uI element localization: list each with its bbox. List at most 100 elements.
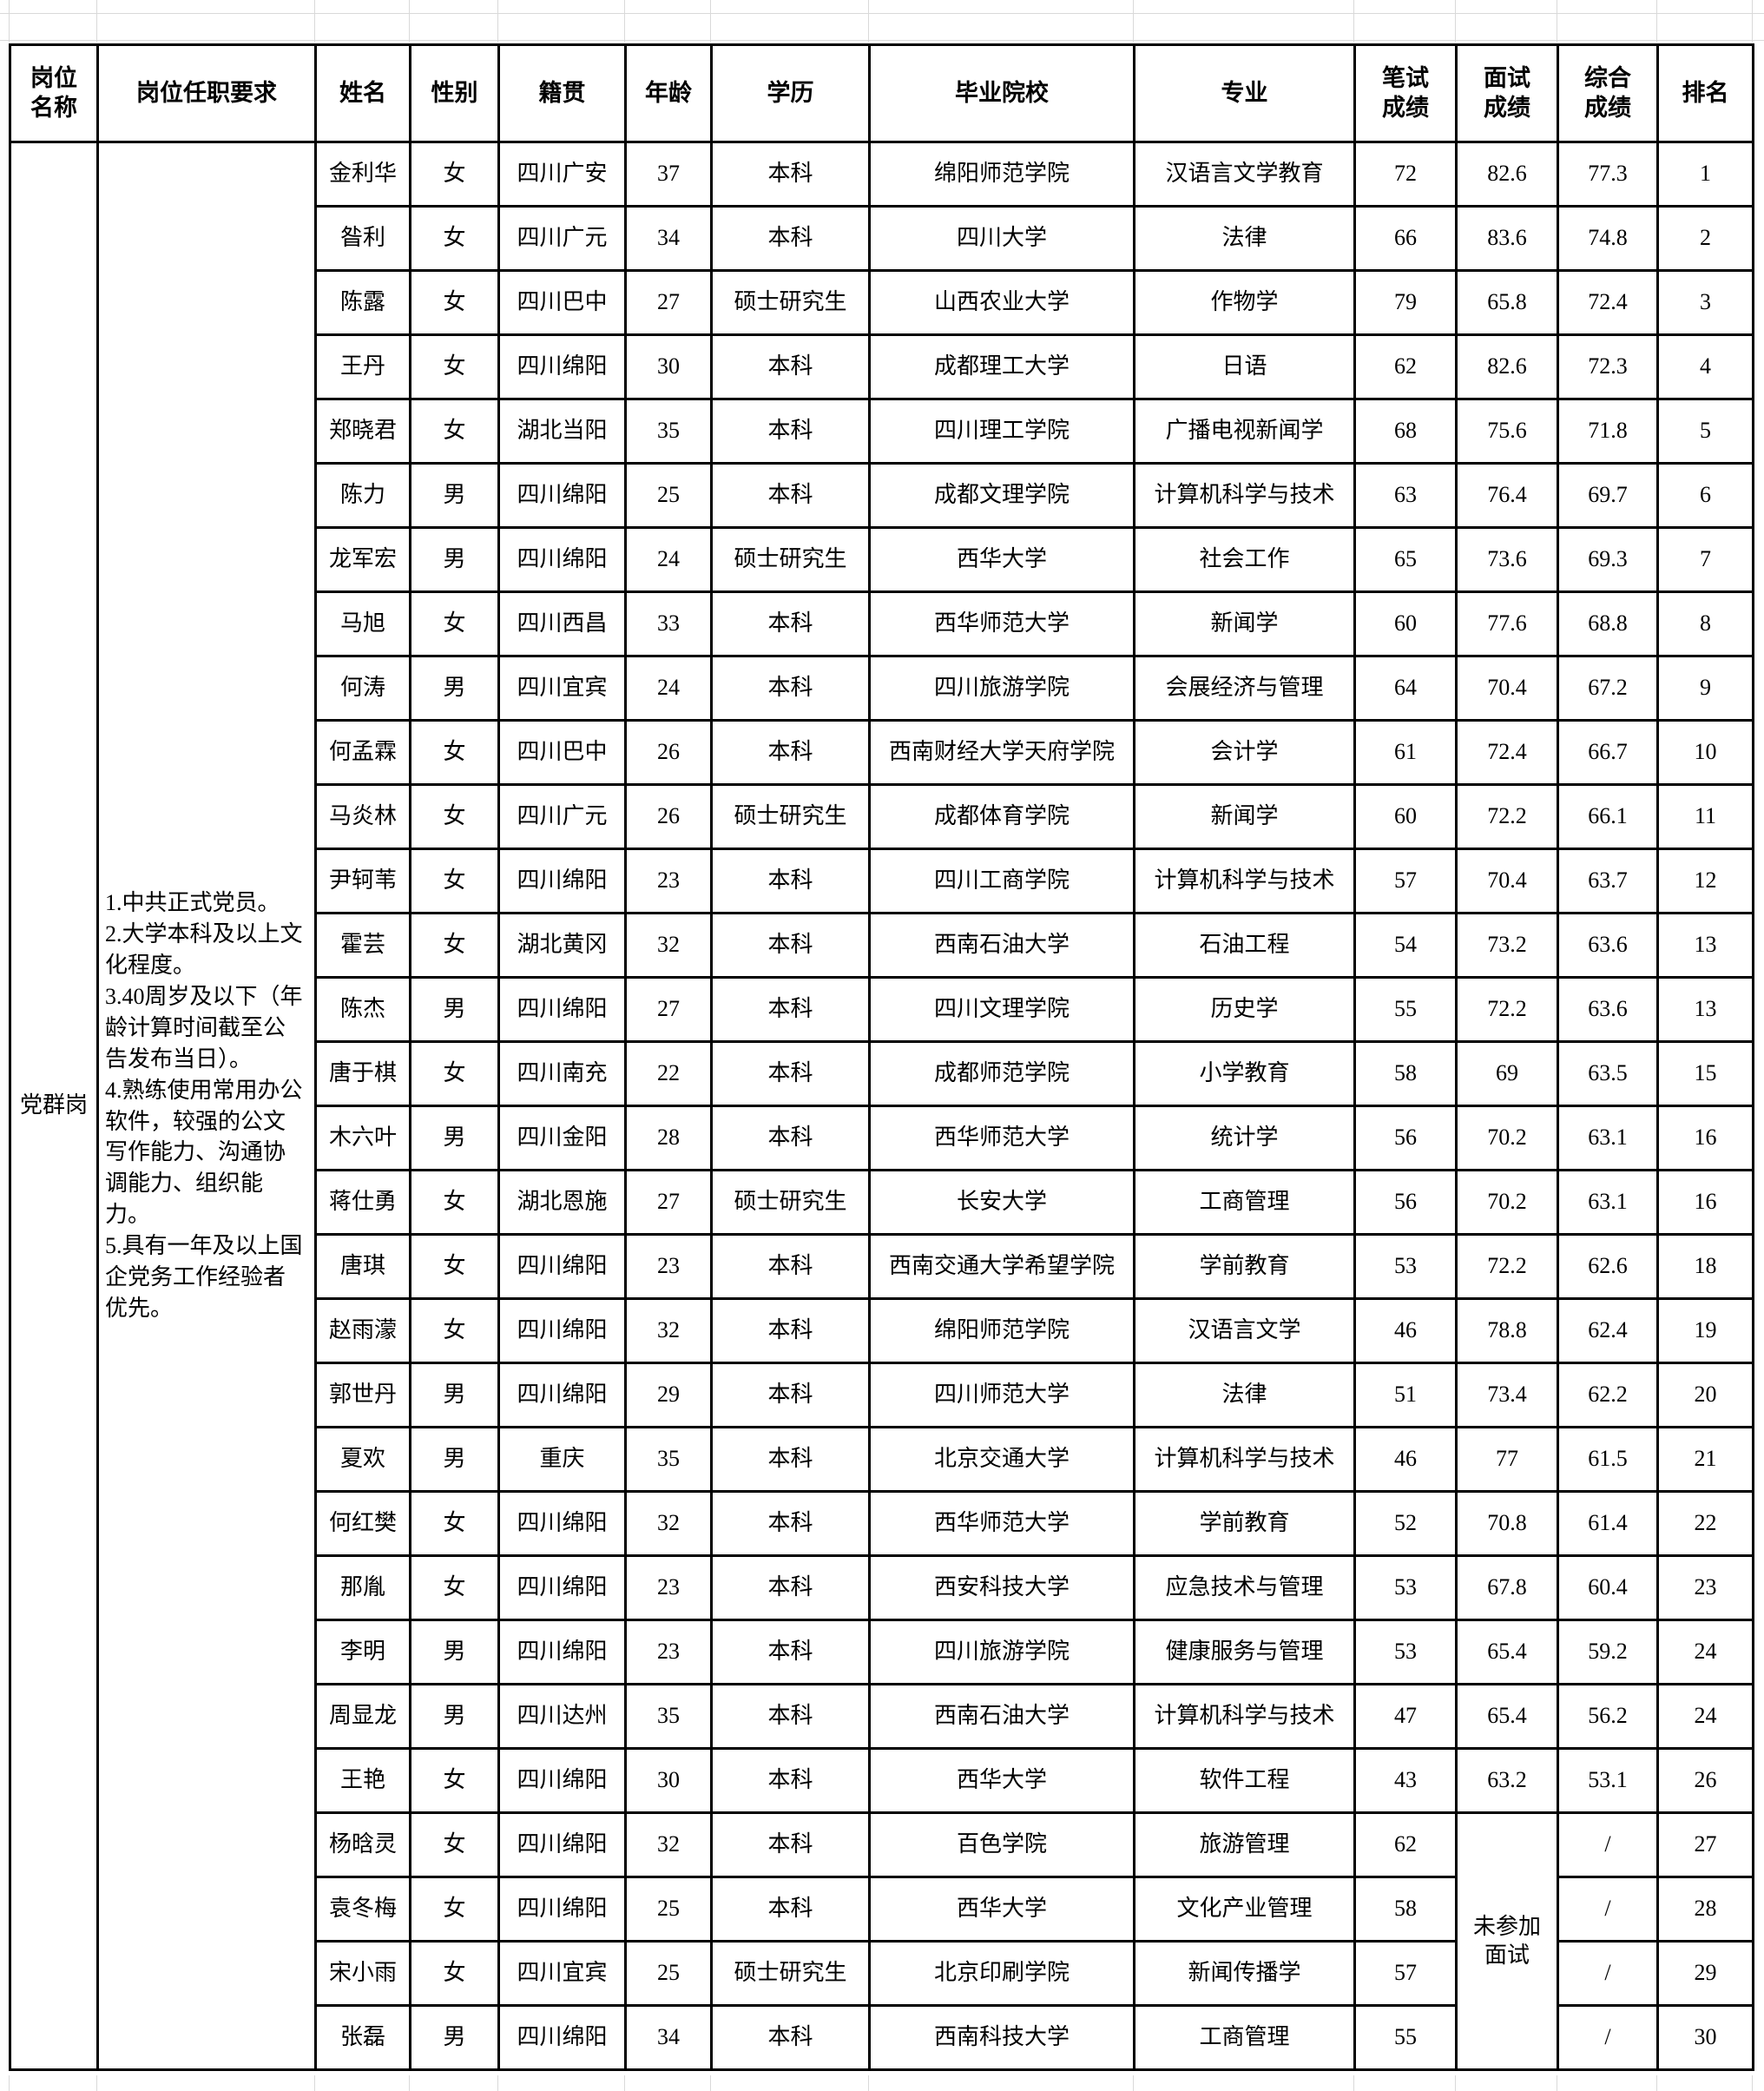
age-cell: 34	[624, 205, 713, 272]
school-cell: 山西农业大学	[868, 269, 1135, 336]
overall-score-cell: /	[1557, 1876, 1659, 1943]
overall-score-cell: 74.8	[1557, 205, 1659, 272]
school-cell: 西华大学	[868, 1747, 1135, 1814]
name-cell: 陈杰	[314, 976, 411, 1043]
table-row: 王丹女四川绵阳 30 本科 成都理工大学 日语 62 82.6 72.3 4	[10, 333, 1754, 400]
table-row: 李明男四川绵阳 23 本科 四川旅游学院 健康服务与管理 53 65.4 59.2 24	[10, 1619, 1754, 1685]
major-cell: 汉语言文学教育	[1133, 141, 1356, 208]
sheet-gridline	[1752, 2075, 1753, 2091]
native-place-cell: 四川宜宾	[497, 655, 627, 722]
education-cell: 硕士研究生	[710, 1940, 871, 2007]
education-cell: 本科	[710, 1233, 871, 1300]
native-place-cell: 四川绵阳	[497, 848, 627, 914]
education-cell: 本科	[710, 2004, 871, 2071]
age-cell: 28	[624, 1105, 713, 1171]
rank-cell: 26	[1656, 1747, 1754, 1814]
education-cell: 硕士研究生	[710, 269, 871, 336]
age-cell: 30	[624, 1747, 713, 1814]
native-place-cell: 四川绵阳	[497, 1554, 627, 1621]
name-cell: 何涛	[314, 655, 411, 722]
education-cell: 本科	[710, 1683, 871, 1750]
native-place-cell: 四川广元	[497, 783, 627, 850]
name-cell: 木六叶	[314, 1105, 411, 1171]
written-score-cell: 51	[1353, 1362, 1458, 1428]
school-cell: 四川文理学院	[868, 976, 1135, 1043]
sheet-gridline	[710, 0, 711, 42]
sheet-gridline	[9, 0, 10, 42]
sheet-gridline	[624, 2075, 625, 2091]
gender-cell: 女	[409, 1747, 500, 1814]
written-score-cell: 64	[1353, 655, 1458, 722]
school-cell: 成都理工大学	[868, 333, 1135, 400]
education-cell: 本科	[710, 1105, 871, 1171]
gender-cell: 女	[409, 333, 500, 400]
major-cell: 计算机科学与技术	[1133, 848, 1356, 914]
written-score-cell: 66	[1353, 205, 1458, 272]
table-row: 张磊男四川绵阳 34 本科 西南科技大学 工商管理 55 /30	[10, 2004, 1754, 2071]
native-place-cell: 四川绵阳	[497, 1362, 627, 1428]
interview-score-cell: 72.2	[1455, 976, 1559, 1043]
age-cell: 25	[624, 462, 713, 529]
sheet-gridline	[624, 0, 625, 42]
age-cell: 35	[624, 1426, 713, 1493]
interview-score-cell: 73.4	[1455, 1362, 1559, 1428]
native-place-cell: 四川绵阳	[497, 1619, 627, 1685]
table-row: 党群岗 1.中共正式党员。 2.大学本科及以上文化程度。 3.40周岁及以下（年龄…	[9, 141, 1754, 2071]
age-cell: 27	[624, 1169, 713, 1236]
overall-score-cell: 59.2	[1557, 1619, 1659, 1685]
gender-cell: 男	[409, 1426, 500, 1493]
table-row: 陈力男四川绵阳 25 本科 成都文理学院 计算机科学与技术 63 76.4 69.7 6	[10, 462, 1754, 529]
rank-cell: 2	[1656, 205, 1754, 272]
interview-score-cell: 82.6	[1455, 141, 1559, 208]
table-row: 霍芸女湖北黄冈 32 本科 西南石油大学 石油工程 54 73.2 63.6 13	[10, 912, 1754, 979]
name-cell: 杨晗灵	[314, 1811, 411, 1878]
table-row: 那胤女四川绵阳 23 本科 西安科技大学 应急技术与管理 53 67.8 60.4 23	[10, 1554, 1754, 1621]
overall-score-cell: 68.8	[1557, 590, 1659, 657]
school-cell: 长安大学	[868, 1169, 1135, 1236]
sheet-gridline	[96, 0, 97, 42]
name-cell: 王艳	[314, 1747, 411, 1814]
education-cell: 本科	[710, 655, 871, 722]
table-row: 唐琪女四川绵阳 23 本科 西南交通大学希望学院 学前教育 53 72.2 62.6 18	[10, 1233, 1754, 1300]
name-cell: 袁冬梅	[314, 1876, 411, 1943]
gender-cell: 女	[409, 141, 500, 208]
written-score-cell: 53	[1353, 1233, 1458, 1300]
overall-score-cell: 77.3	[1557, 141, 1659, 208]
school-cell: 绵阳师范学院	[868, 141, 1135, 208]
name-cell: 李明	[314, 1619, 411, 1685]
col-header-native-place: 籍贯	[497, 43, 627, 143]
table-row: 郭世丹男四川绵阳 29 本科 四川师范大学 法律 51 73.4 62.2 20	[10, 1362, 1754, 1428]
written-score-cell: 58	[1353, 1876, 1458, 1943]
written-score-cell: 47	[1353, 1683, 1458, 1750]
interview-score-cell: 72.2	[1455, 783, 1559, 850]
gender-cell: 女	[409, 1490, 500, 1557]
rank-cell: 24	[1656, 1683, 1754, 1750]
native-place-cell: 四川达州	[497, 1683, 627, 1750]
written-score-cell: 57	[1353, 848, 1458, 914]
major-cell: 广播电视新闻学	[1133, 398, 1356, 465]
school-cell: 成都文理学院	[868, 462, 1135, 529]
major-cell: 文化产业管理	[1133, 1876, 1356, 1943]
overall-score-cell: 69.7	[1557, 462, 1659, 529]
name-cell: 何孟霖	[314, 719, 411, 786]
native-place-cell: 四川绵阳	[497, 1811, 627, 1878]
education-cell: 本科	[710, 1876, 871, 1943]
col-header-interview-score: 面试 成绩	[1455, 43, 1559, 143]
education-cell: 本科	[710, 1297, 871, 1364]
native-place-cell: 重庆	[497, 1426, 627, 1493]
overall-score-cell: 66.1	[1557, 783, 1659, 850]
school-cell: 四川师范大学	[868, 1362, 1135, 1428]
major-cell: 软件工程	[1133, 1747, 1356, 1814]
rank-cell: 4	[1656, 333, 1754, 400]
age-cell: 34	[624, 2004, 713, 2071]
gender-cell: 女	[409, 1040, 500, 1107]
education-cell: 本科	[710, 1040, 871, 1107]
education-cell: 本科	[710, 1619, 871, 1685]
interview-score-cell: 63.2	[1455, 1747, 1559, 1814]
education-cell: 本科	[710, 719, 871, 786]
sheet-gridline	[1656, 0, 1657, 42]
written-score-cell: 79	[1353, 269, 1458, 336]
gender-cell: 女	[409, 783, 500, 850]
major-cell: 汉语言文学	[1133, 1297, 1356, 1364]
interview-score-cell: 78.8	[1455, 1297, 1559, 1364]
